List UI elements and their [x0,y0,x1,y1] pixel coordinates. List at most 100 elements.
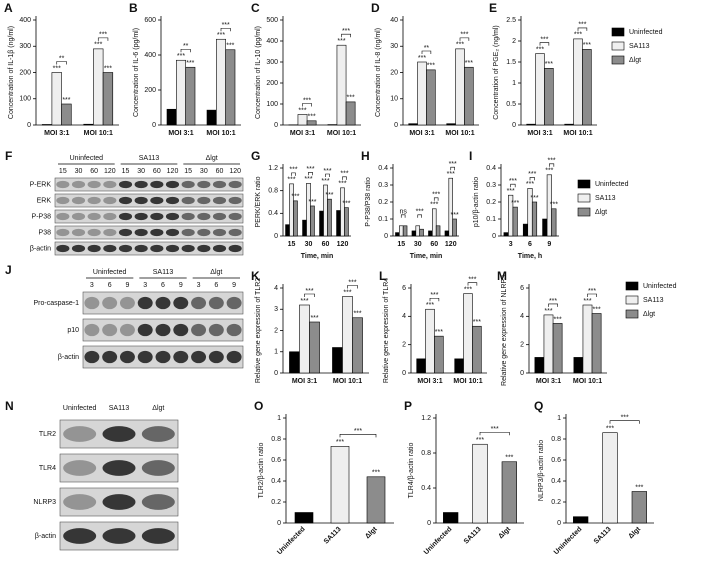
x-tick-label: MOI 3:1 [292,378,317,385]
blot-band [173,323,189,337]
y-tick-label: 0 [394,122,398,129]
significance: *** [635,484,643,491]
bar [206,109,217,126]
significance-bracket [342,176,347,180]
bar [319,210,324,237]
bar [306,183,311,237]
blot-band [212,180,227,189]
x-tick-label: MOI 10:1 [327,130,356,137]
x-tick-label: MOI 3:1 [44,130,69,137]
blot-band [103,180,117,189]
blot-lane-label: 9 [179,282,183,289]
bar [51,72,62,126]
blot-band [87,212,101,221]
y-axis-label: Concentration of IL-1β (ng/ml) [8,26,15,119]
y-axis-label: TLR2/β-actin ratio [258,443,265,499]
blot-lane-label: 9 [125,282,129,289]
blot-band [137,323,153,337]
significance: *** [550,202,558,209]
y-tick-label: 6 [402,285,406,292]
blot-band [103,196,117,205]
significance: *** [432,192,440,199]
bar [582,304,593,374]
significance: *** [465,60,473,67]
x-tick-label: 120 [337,241,349,248]
panel-label: O [254,399,263,413]
significance-bracket [291,172,296,176]
significance: *** [300,298,308,305]
y-tick-label: 0 [512,122,516,129]
blot-lane-label: 30 [137,168,145,175]
x-tick-label: MOI 3:1 [290,130,315,137]
significance: *** [526,181,534,188]
blot-band [155,350,171,364]
bar [552,323,563,374]
bar [542,218,548,237]
significance: *** [583,298,591,305]
y-tick-label: 100 [266,101,278,108]
blot-band [118,244,133,253]
significance-bracket [347,285,358,289]
x-tick-label: Uninfected [553,526,584,557]
panel-label: F [5,149,12,163]
significance-bracket [479,431,510,436]
bar [428,230,433,237]
blot-lane-label: 9 [232,282,236,289]
bar [535,53,545,126]
y-tick-label: 200 [266,80,278,87]
blot-row-label: p10 [67,327,79,334]
bar [472,443,488,524]
y-tick-label: 0 [274,233,278,240]
significance-bracket [302,103,312,107]
blot-band [141,528,175,544]
y-tick-label: 1 [557,415,561,422]
significance: *** [476,437,484,444]
significance-bracket [97,37,109,41]
bar [83,123,94,126]
x-tick-label: Uninfected [276,526,307,557]
bar [366,476,386,524]
significance: *** [507,188,515,195]
bar [534,357,545,374]
blot-band [119,323,135,337]
x-tick-label: 120 [445,241,457,248]
y-tick-label: 0 [427,520,431,527]
y-tick-label: 400 [144,52,156,59]
y-tick-label: 0 [27,122,31,129]
bar [419,228,424,237]
y-tick-label: 0.3 [486,182,496,189]
significance: *** [464,287,472,294]
panel-label: B [129,1,138,15]
bar [289,183,294,237]
blot-group-label: SA113 [109,405,130,412]
bar [522,223,529,237]
panel-label: P [404,399,412,413]
blot-lane-label: 120 [229,168,241,175]
bar [185,66,196,126]
y-tick-label: 0.1 [486,216,496,223]
bar [446,123,456,126]
x-tick-label: Δlgt [627,525,642,540]
blot-band [181,196,195,205]
bar [166,108,177,126]
significance-bracket [609,420,640,424]
y-tick-label: 200 [19,69,31,76]
x-tick-label: 15 [397,241,405,248]
x-axis-label: Time, min [301,253,334,260]
y-tick-label: 0.4 [421,485,431,492]
significance: *** [547,158,555,165]
blot-row-label: P-ERK [30,181,52,188]
bar [336,210,341,237]
blot-band [87,180,101,189]
bar [452,218,457,237]
significance: *** [99,32,107,39]
significance: *** [338,181,346,188]
blot-band [181,228,195,237]
blot-band [141,460,175,476]
y-tick-label: 1 [277,415,281,422]
blot-band [134,228,148,237]
significance: *** [342,28,350,35]
bar [340,187,345,237]
significance: *** [353,311,361,318]
panel-label: H [361,149,370,163]
